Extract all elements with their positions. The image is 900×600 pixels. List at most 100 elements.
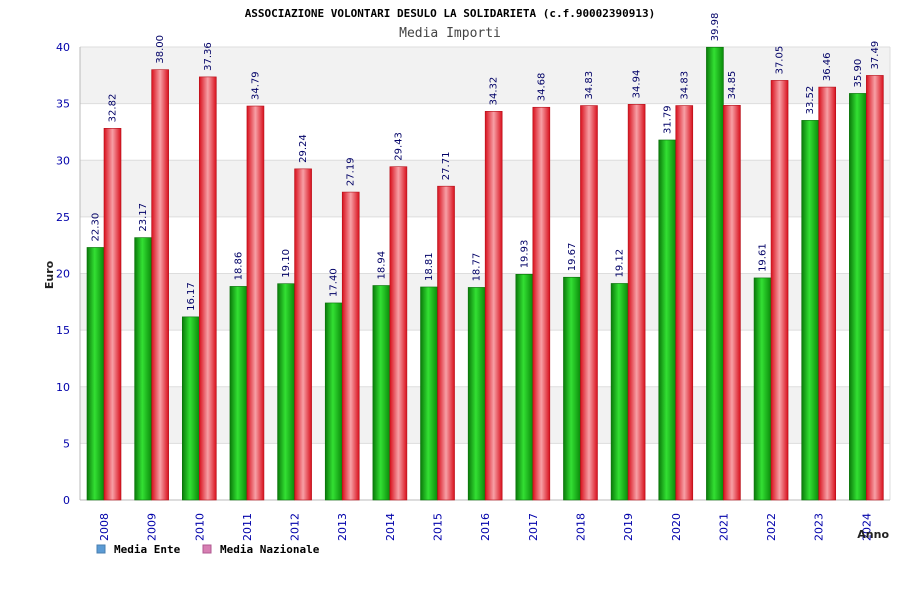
bar-media-ente-2017: [515, 273, 534, 501]
bar-media-ente-2013: [324, 302, 343, 501]
value-label: 34.94: [632, 70, 643, 99]
x-tick-label: 2022: [765, 513, 778, 541]
y-tick-label: 20: [56, 268, 70, 281]
x-tick-label: 2017: [527, 513, 540, 541]
bar-media-nazionale-2019: [627, 104, 646, 501]
bar-media-ente-2019: [610, 283, 629, 501]
value-label: 29.24: [298, 134, 309, 163]
bar-media-nazionale-2013: [341, 191, 360, 501]
x-tick-label: 2018: [574, 513, 587, 541]
value-label: 19.10: [281, 249, 292, 278]
x-tick-label: 2019: [622, 513, 635, 541]
x-tick-label: 2008: [98, 513, 111, 541]
bars: [86, 46, 884, 501]
bar-media-nazionale-2018: [580, 105, 598, 501]
bar-media-nazionale-2010: [198, 76, 217, 501]
bar-media-ente-2010: [181, 316, 200, 501]
x-tick-label: 2009: [146, 513, 159, 541]
x-tick-label: 2010: [193, 513, 206, 541]
bar-media-nazionale-2023: [818, 86, 837, 501]
bar-media-ente-2015: [420, 286, 438, 501]
value-labels: 22.30 32.82 23.17 38.00 16.17 37.36 18.86 34.79…: [91, 13, 881, 311]
value-label: 32.82: [108, 94, 119, 123]
x-tick-label: 2016: [479, 513, 492, 541]
value-label: 37.49: [870, 41, 881, 70]
bar-media-ente-2022: [753, 277, 772, 501]
bar-media-ente-2009: [134, 237, 152, 501]
y-axis-label: Euro: [43, 260, 56, 289]
bar-media-nazionale-2020: [675, 105, 694, 501]
value-label: 18.86: [233, 252, 244, 281]
chart-subtitle: Media Importi: [399, 26, 501, 41]
value-label: 19.67: [567, 243, 578, 272]
value-label: 18.77: [472, 253, 483, 282]
value-label: 27.71: [441, 152, 452, 181]
y-tick-label: 5: [63, 437, 70, 450]
chart-title: ASSOCIAZIONE VOLONTARI DESULO LA SOLIDAR…: [245, 7, 656, 20]
bar-media-ente-2021: [706, 46, 724, 501]
value-label: 34.68: [536, 73, 547, 102]
value-label: 27.19: [346, 157, 357, 186]
x-tick-label: 2015: [432, 513, 445, 541]
bar-media-nazionale-2016: [484, 111, 503, 501]
x-tick-label: 2023: [813, 513, 826, 541]
legend-swatch-media-nazionale: [202, 544, 212, 554]
value-label: 34.83: [584, 71, 595, 100]
bar-media-nazionale-2014: [389, 166, 408, 501]
value-label: 37.36: [203, 42, 214, 71]
y-tick-label: 10: [56, 381, 70, 394]
value-label: 18.94: [376, 251, 387, 280]
y-tick-label: 35: [56, 98, 70, 111]
value-label: 34.32: [489, 77, 500, 106]
x-tick-label: 2012: [289, 513, 302, 541]
bar-media-nazionale-2011: [246, 105, 265, 501]
x-tick-label: 2020: [670, 513, 683, 541]
x-tick-label: 2024: [860, 513, 873, 541]
bar-media-nazionale-2017: [532, 106, 551, 501]
y-axis-ticks: 0 5 10 15 20 25 30 35 40: [56, 41, 70, 507]
value-label: 31.79: [662, 105, 673, 134]
bar-media-ente-2011: [229, 286, 248, 501]
value-label: 35.90: [853, 59, 864, 88]
value-label: 34.85: [727, 71, 738, 100]
x-axis-label: Anno: [857, 528, 889, 541]
value-label: 19.12: [615, 249, 626, 278]
bar-media-nazionale-2009: [151, 69, 169, 501]
y-tick-label: 25: [56, 211, 70, 224]
value-label: 22.30: [91, 213, 102, 242]
y-tick-label: 40: [56, 41, 70, 54]
bar-media-ente-2018: [563, 276, 581, 501]
bar-media-nazionale-2012: [294, 168, 312, 501]
y-tick-label: 15: [56, 324, 70, 337]
x-tick-label: 2011: [241, 513, 254, 541]
legend-swatch-media-ente: [96, 544, 106, 554]
value-label: 18.81: [424, 252, 435, 281]
bar-media-ente-2008: [86, 247, 105, 501]
bar-media-ente-2014: [372, 285, 391, 501]
y-tick-label: 30: [56, 154, 70, 167]
value-label: 38.00: [155, 35, 166, 64]
bar-media-nazionale-2008: [103, 128, 122, 501]
x-tick-label: 2014: [384, 513, 397, 541]
bar-media-ente-2016: [467, 287, 486, 501]
value-label: 23.17: [138, 203, 149, 232]
bar-media-ente-2024: [849, 93, 867, 501]
x-tick-label: 2013: [336, 513, 349, 541]
bar-media-nazionale-2022: [770, 80, 789, 501]
legend-label-media-ente: Media Ente: [114, 543, 181, 556]
value-label: 37.05: [775, 46, 786, 75]
bar-media-nazionale-2024: [866, 75, 884, 501]
value-label: 39.98: [710, 13, 721, 42]
value-label: 34.83: [679, 71, 690, 100]
value-label: 36.46: [822, 52, 833, 81]
value-label: 19.93: [519, 240, 530, 269]
x-tick-label: 2021: [717, 513, 730, 541]
value-label: 16.17: [186, 282, 197, 311]
bar-media-ente-2020: [658, 139, 677, 501]
value-label: 33.52: [805, 86, 816, 115]
bar-media-ente-2023: [801, 120, 820, 501]
bar-media-ente-2012: [277, 283, 295, 501]
value-label: 19.61: [758, 243, 769, 272]
y-tick-label: 0: [63, 494, 70, 507]
